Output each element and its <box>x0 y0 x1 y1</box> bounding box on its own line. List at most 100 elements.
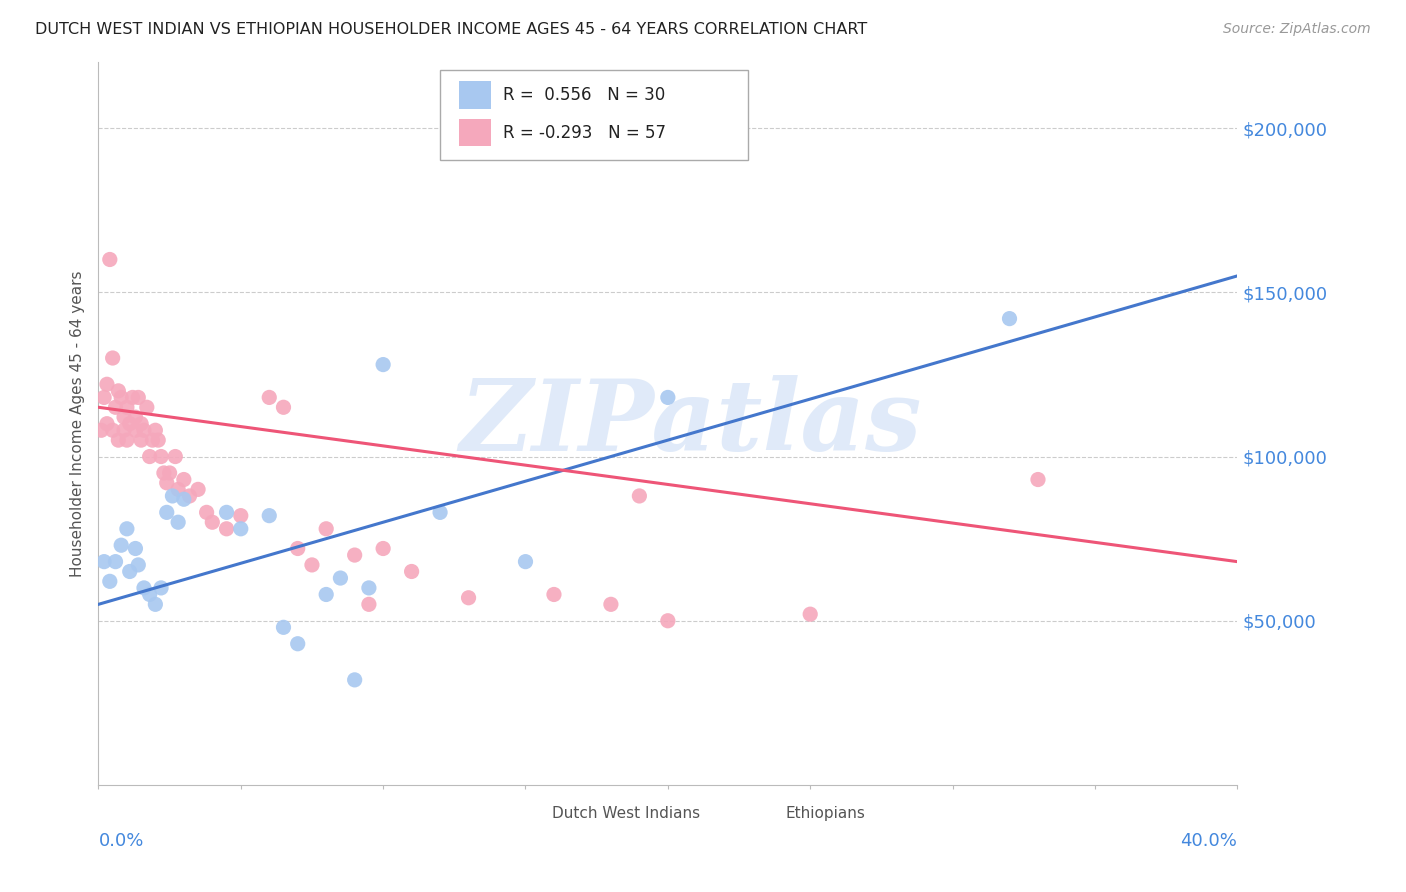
Bar <box>754 803 776 825</box>
Point <box>90 423 112 437</box>
Point <box>115 522 138 536</box>
Point <box>135 401 157 415</box>
Point <box>150 450 173 464</box>
Point <box>115 401 138 415</box>
Point <box>101 351 124 365</box>
Y-axis label: Householder Income Ages 45 - 64 years: Householder Income Ages 45 - 64 years <box>69 270 84 577</box>
Point <box>657 391 679 405</box>
Point <box>162 489 184 503</box>
Point <box>98 252 121 267</box>
Point <box>373 541 395 556</box>
Point <box>515 555 537 569</box>
Text: Ethiopians: Ethiopians <box>785 806 865 822</box>
Point <box>401 565 423 579</box>
Point <box>343 673 366 687</box>
FancyBboxPatch shape <box>440 70 748 160</box>
Point <box>104 555 127 569</box>
Point <box>315 587 337 601</box>
Point <box>107 433 129 447</box>
Point <box>259 391 281 405</box>
Point <box>115 433 138 447</box>
Point <box>138 587 160 601</box>
Point <box>273 620 295 634</box>
Point <box>343 548 366 562</box>
Point <box>165 450 187 464</box>
Text: 40.0%: 40.0% <box>1181 832 1237 850</box>
Point <box>132 423 155 437</box>
Point <box>215 522 238 536</box>
Point <box>167 515 190 529</box>
Point <box>153 466 176 480</box>
Point <box>141 433 163 447</box>
Point <box>287 541 309 556</box>
Point <box>96 377 118 392</box>
Point <box>301 558 323 572</box>
Point <box>129 433 152 447</box>
Point <box>118 565 141 579</box>
Text: R =  0.556   N = 30: R = 0.556 N = 30 <box>503 86 665 104</box>
Point <box>998 311 1021 326</box>
Point <box>112 423 135 437</box>
Point <box>543 587 565 601</box>
Point <box>127 391 149 405</box>
Point <box>229 522 252 536</box>
Point <box>273 401 295 415</box>
Bar <box>460 81 491 109</box>
Point <box>148 433 170 447</box>
Point <box>187 483 209 497</box>
Point <box>110 538 132 552</box>
Point <box>138 450 160 464</box>
Text: Source: ZipAtlas.com: Source: ZipAtlas.com <box>1223 22 1371 37</box>
Point <box>179 489 201 503</box>
Point <box>96 417 118 431</box>
Text: Dutch West Indians: Dutch West Indians <box>551 806 700 822</box>
Point <box>799 607 821 622</box>
Point <box>229 508 252 523</box>
Bar <box>520 803 543 825</box>
Point <box>167 483 190 497</box>
Point <box>107 384 129 398</box>
Point <box>127 558 149 572</box>
Point <box>93 391 115 405</box>
Point <box>101 423 124 437</box>
Text: ZIPatlas: ZIPatlas <box>460 376 922 472</box>
Point <box>159 466 181 480</box>
Point <box>259 508 281 523</box>
Point <box>104 401 127 415</box>
Point <box>173 492 195 507</box>
Point <box>657 614 679 628</box>
Point <box>145 598 167 612</box>
Point <box>124 541 146 556</box>
Point <box>287 637 309 651</box>
Point <box>118 417 141 431</box>
Point <box>93 555 115 569</box>
Point <box>1026 473 1049 487</box>
Point <box>215 505 238 519</box>
Point <box>110 391 132 405</box>
Point <box>357 581 380 595</box>
Point <box>329 571 352 585</box>
Text: R = -0.293   N = 57: R = -0.293 N = 57 <box>503 123 665 142</box>
Point <box>457 591 479 605</box>
Point <box>201 515 224 529</box>
Point <box>132 581 155 595</box>
Point <box>150 581 173 595</box>
Point <box>315 522 337 536</box>
Point <box>112 410 135 425</box>
Point <box>373 358 395 372</box>
Point <box>628 489 651 503</box>
Point <box>145 423 167 437</box>
Point <box>156 475 179 490</box>
Point <box>156 505 179 519</box>
Text: DUTCH WEST INDIAN VS ETHIOPIAN HOUSEHOLDER INCOME AGES 45 - 64 YEARS CORRELATION: DUTCH WEST INDIAN VS ETHIOPIAN HOUSEHOLD… <box>35 22 868 37</box>
Text: 0.0%: 0.0% <box>98 832 143 850</box>
Bar <box>460 119 491 146</box>
Point <box>357 598 380 612</box>
Point <box>121 391 143 405</box>
Point <box>429 505 451 519</box>
Point <box>124 410 146 425</box>
Point <box>195 505 218 519</box>
Point <box>98 574 121 589</box>
Point <box>129 417 152 431</box>
Point <box>173 473 195 487</box>
